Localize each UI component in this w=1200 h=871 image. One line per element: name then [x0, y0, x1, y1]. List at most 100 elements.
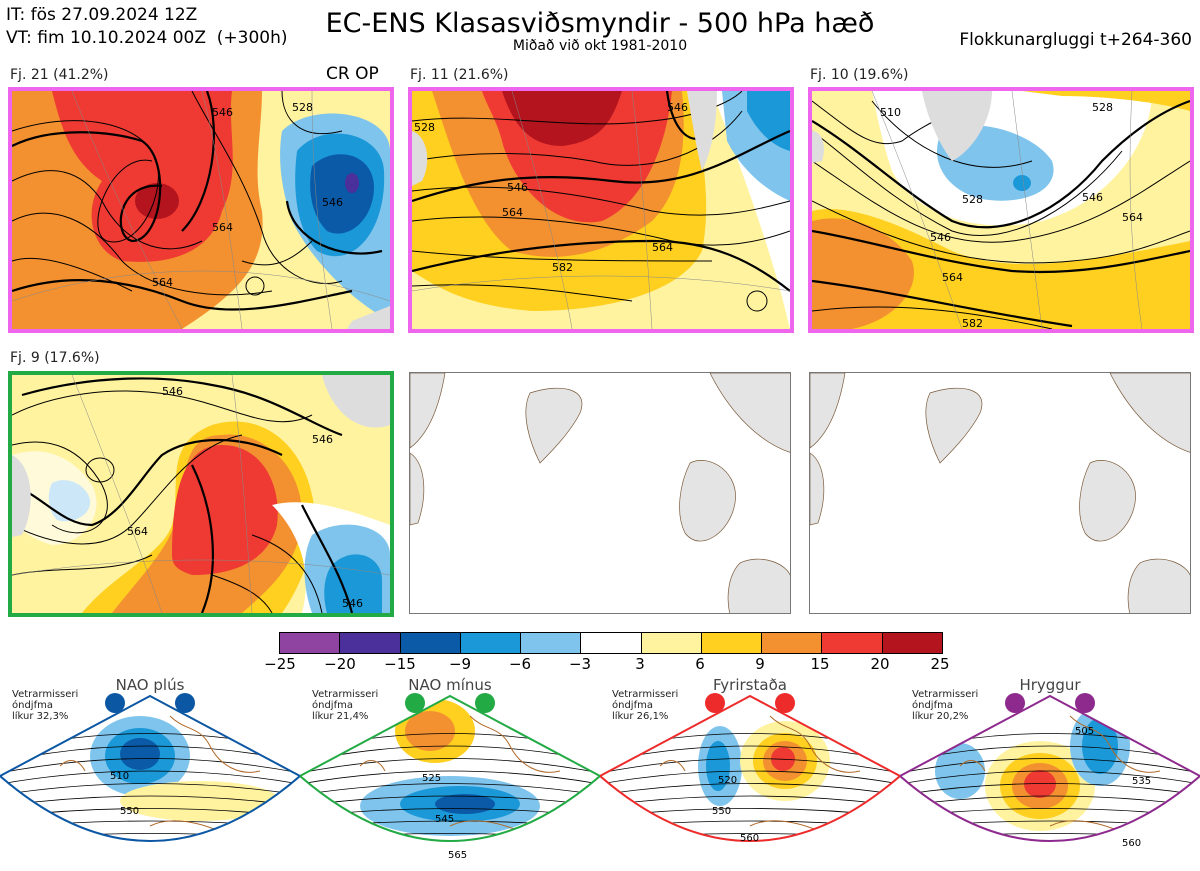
colorbar-tick-label: 9 — [755, 655, 765, 673]
colorbar-tick-label: 15 — [810, 655, 830, 673]
cluster-2-label: Fj. 11 (21.6%) — [410, 67, 509, 83]
contour-label: 546 — [342, 597, 363, 610]
colorbar-tick-label: 6 — [695, 655, 705, 673]
colorbar-segment — [340, 633, 401, 653]
cluster-1-label: Fj. 21 (41.2%) — [10, 67, 109, 83]
regime-marker — [1005, 693, 1025, 713]
cluster-map-2[interactable]: 528 546 564 564 582 546 — [408, 87, 794, 333]
colorbar-segment — [460, 633, 522, 653]
regime-title: NAO mínus — [408, 676, 492, 694]
regime-map: 525 545 565 — [300, 693, 600, 861]
regime-marker — [775, 693, 795, 713]
regime-info: Vetrarmisseri óndjfma líkur 26,1% — [612, 689, 678, 722]
cluster-map-3[interactable]: 510 528 528 546 546 564 564 582 — [808, 87, 1194, 333]
colorbar-segment — [581, 633, 642, 653]
colorbar-tick-label: 3 — [635, 655, 645, 673]
contour-label: 582 — [962, 317, 983, 329]
contour-label: 546 — [507, 181, 528, 194]
cluster-4-label: Fj. 9 (17.6%) — [10, 350, 100, 366]
contour-label: 564 — [1122, 211, 1143, 224]
colorbar-segment — [400, 633, 461, 653]
colorbar-tick-label: −15 — [384, 655, 416, 673]
contour-label: 528 — [962, 193, 983, 206]
regime-contour-label: 550 — [120, 806, 139, 817]
regime-title: NAO plús — [115, 676, 185, 694]
regime-info: Vetrarmisseri óndjfma líkur 32,3% — [12, 689, 78, 722]
colorbar-segment — [762, 633, 823, 653]
colorbar-tick-label: 20 — [870, 655, 890, 673]
contour-label: 528 — [292, 101, 313, 114]
regime-info-line: líkur 32,3% — [12, 711, 69, 722]
regime-map: 505 535 560 — [900, 693, 1200, 849]
regime-info-line: óndjfma — [912, 700, 953, 711]
empty-map-6 — [809, 372, 1191, 614]
regime-contour-label: 510 — [110, 771, 129, 782]
colorbar-segment — [822, 633, 883, 653]
regime-map: 520 550 560 — [600, 693, 900, 844]
regime-marker — [705, 693, 725, 713]
empty-map-5 — [409, 372, 791, 614]
cluster-3-label: Fj. 10 (19.6%) — [810, 67, 909, 83]
regime-marker — [1075, 693, 1095, 713]
regime-info-line: Vetrarmisseri — [912, 689, 979, 700]
colorbar-tick-label: −25 — [264, 655, 296, 673]
contour-label: 564 — [502, 206, 523, 219]
regime-info-line: óndjfma — [612, 700, 653, 711]
contour-label: 546 — [212, 106, 233, 119]
cluster-map-1[interactable]: 546 528 546 564 564 — [8, 87, 394, 333]
regime-contour-label: 505 — [1075, 726, 1094, 737]
regime-marker — [405, 693, 425, 713]
contour-label: 564 — [652, 241, 673, 254]
regime-info-line: líkur 21,4% — [312, 711, 369, 722]
regime-marker — [475, 693, 495, 713]
colorbar-tick-label: −9 — [448, 655, 472, 673]
regime-contour-label: 545 — [435, 814, 454, 825]
page-subtitle: Miðað við okt 1981-2010 — [512, 38, 688, 54]
colorbar-tick-label: 25 — [930, 655, 950, 673]
colorbar-segment — [521, 633, 582, 653]
colorbar-tick-label: −20 — [324, 655, 356, 673]
regime-marker — [175, 693, 195, 713]
regime-info-line: óndjfma — [12, 700, 53, 711]
contour-label: 546 — [930, 231, 951, 244]
header-info: IT: fös 27.09.2024 12Z VT: fim 10.10.2024… — [6, 4, 288, 50]
regime-contour-label: 560 — [1122, 838, 1141, 849]
regime-title: Fyrirstaða — [713, 676, 787, 694]
regime-info: Vetrarmisseri óndjfma líkur 20,2% — [912, 689, 978, 722]
regime-contour-label: 550 — [712, 806, 731, 817]
regime-contour-label: 525 — [422, 773, 441, 784]
regime-info-line: óndjfma — [312, 700, 353, 711]
colorbar — [279, 632, 943, 654]
regime-marker — [105, 693, 125, 713]
contour-label: 528 — [414, 121, 435, 134]
colorbar-segment — [641, 633, 702, 653]
contour-label: 582 — [552, 261, 573, 274]
colorbar-tick-label: −6 — [508, 655, 532, 673]
regime-info-line: Vetrarmisseri — [312, 689, 379, 700]
regime-contour-label: 560 — [740, 833, 759, 844]
regime-info-line: líkur 26,1% — [612, 711, 669, 722]
regime-info: Vetrarmisseri óndjfma líkur 21,4% — [312, 689, 378, 722]
it-line: IT: fös 27.09.2024 12Z — [6, 5, 198, 25]
colorbar-ticks: −25 −20 −15 −9 −6 −3 3 6 9 15 20 25 — [264, 655, 949, 675]
colorbar-tick-label: −3 — [568, 655, 592, 673]
contour-label: 564 — [127, 525, 148, 538]
colorbar-segment — [701, 633, 763, 653]
contour-label: 546 — [1082, 191, 1103, 204]
regime-map: 510 550 — [0, 693, 300, 842]
cluster-1-tag: CR OP — [326, 64, 379, 84]
cluster-map-4[interactable]: 546 546 564 546 — [8, 371, 394, 617]
window-label: Flokkunargluggi t+264-360 — [959, 30, 1192, 50]
regime-row: 510 550 NAO plús Vetrarmisseri óndjfma líkur … — [0, 676, 1200, 871]
vt-line: VT: fim 10.10.2024 00Z (+300h) — [6, 28, 288, 48]
colorbar-segment — [882, 633, 942, 653]
regime-title: Hryggur — [1019, 676, 1081, 694]
regime-contour-label: 565 — [448, 850, 467, 861]
contour-label: 564 — [942, 271, 963, 284]
contour-label: 546 — [312, 433, 333, 446]
regime-info-line: líkur 20,2% — [912, 711, 969, 722]
contour-label: 564 — [152, 276, 173, 289]
colorbar-segment — [280, 633, 341, 653]
contour-label: 528 — [1092, 101, 1113, 114]
contour-label: 546 — [162, 385, 183, 398]
